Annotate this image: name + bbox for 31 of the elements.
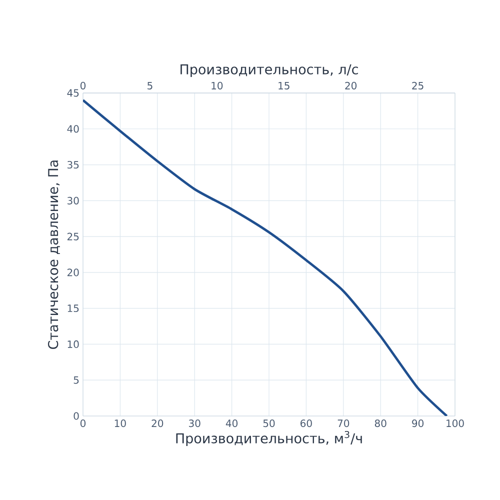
y-tick-label: 20 xyxy=(67,268,79,276)
x-tick-label: 50 xyxy=(263,420,275,428)
x2-axis-title: Производительность, л/с xyxy=(180,64,358,78)
y-tick-label: 25 xyxy=(67,232,79,240)
y-axis-title: Статическое давление, Па xyxy=(48,160,60,349)
x-tick-label: 0 xyxy=(80,420,86,428)
x2-tick-label: 10 xyxy=(212,82,223,90)
y-tick-label: 35 xyxy=(68,160,79,169)
x2-tick-label: 20 xyxy=(345,82,357,90)
x2-tick-label: 15 xyxy=(278,82,290,90)
x2-tick-label: 25 xyxy=(412,82,424,90)
y-tick-label: 40 xyxy=(67,125,79,133)
x-tick-label: 10 xyxy=(114,420,126,428)
y-tick-label: 15 xyxy=(68,304,79,312)
x-tick-label: 20 xyxy=(152,420,164,428)
x-tick-label: 40 xyxy=(226,420,238,428)
x-tick-label: 30 xyxy=(189,420,200,428)
x2-tick-label: 0 xyxy=(80,82,86,90)
x-tick-label: 90 xyxy=(412,420,424,428)
y-tick-label: 10 xyxy=(68,340,79,348)
x-tick-label: 70 xyxy=(338,420,350,428)
x2-tick-label: 5 xyxy=(148,82,152,90)
y-tick-label: 0 xyxy=(74,412,79,420)
x-axis-title: Производительность, м$^{3}$/ч xyxy=(176,430,362,446)
y-tick-label: 30 xyxy=(68,196,79,204)
x-tick-label: 60 xyxy=(300,420,312,428)
y-tick-label: 45 xyxy=(67,89,79,97)
y-tick-label: 5 xyxy=(74,376,79,384)
x-tick-label: 100 xyxy=(446,420,464,428)
line-series xyxy=(83,98,448,416)
x-tick-label: 80 xyxy=(374,420,386,428)
